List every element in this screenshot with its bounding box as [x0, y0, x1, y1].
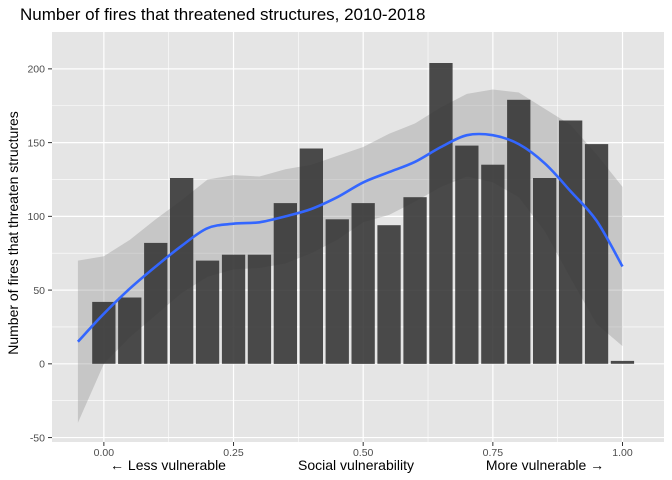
x-annotation-less-vulnerable: ← Less vulnerable [110, 457, 226, 473]
x-axis-ticks: 0.00 0.25 0.50 0.75 1.00 [94, 442, 633, 459]
bar [455, 145, 479, 364]
chart-title: Number of fires that threatened structur… [20, 5, 425, 24]
bar [144, 242, 168, 364]
x-annotation-more-vulnerable: More vulnerable → [486, 457, 604, 473]
x-axis-title: Social vulnerability [298, 457, 414, 473]
x-tick-label: 1.00 [612, 447, 633, 459]
bar [584, 144, 609, 364]
y-tick-label: 150 [27, 137, 45, 149]
bar [481, 164, 505, 364]
x-tick-label: 0.00 [94, 447, 115, 459]
bar [273, 203, 297, 364]
y-tick-label: 100 [27, 211, 45, 223]
bar [507, 99, 531, 364]
bar [403, 197, 427, 364]
bar [559, 120, 583, 364]
y-axis-title: Number of fires that threaten structures [5, 111, 21, 355]
bar [610, 360, 635, 364]
bar [533, 178, 557, 364]
smooth-trend-line [76, 132, 624, 343]
bar [429, 63, 453, 364]
bar [221, 254, 246, 364]
x-tick-label: 0.75 [483, 447, 504, 459]
y-axis-ticks: -50 0 50 100 150 200 [27, 64, 52, 444]
bar [170, 178, 194, 364]
y-tick-label: 0 [39, 359, 45, 371]
bar [195, 260, 220, 364]
bar [299, 148, 323, 364]
bar [325, 219, 349, 364]
bar [92, 301, 116, 364]
x-tick-label: 0.50 [353, 447, 374, 459]
y-tick-label: 200 [27, 64, 45, 76]
bar [118, 297, 142, 364]
y-tick-label: -50 [30, 432, 45, 444]
bar [351, 203, 375, 364]
y-tick-label: 50 [33, 285, 45, 297]
bar [247, 254, 272, 364]
x-tick-label: 0.25 [223, 447, 244, 459]
bar [377, 225, 401, 364]
bars [92, 63, 635, 364]
